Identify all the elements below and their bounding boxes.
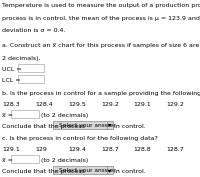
Text: (to 2 decimals): (to 2 decimals) [41,113,88,118]
Text: in control.: in control. [114,169,146,175]
Text: in control.: in control. [114,124,146,129]
Text: x̅ =: x̅ = [2,113,13,118]
FancyBboxPatch shape [11,110,39,118]
Text: Temperature is used to measure the output of a production process. When the: Temperature is used to measure the outpu… [2,3,200,8]
Text: 129.2: 129.2 [166,102,184,107]
Text: 128.4: 128.4 [35,102,53,107]
Text: 128.8: 128.8 [133,147,151,153]
FancyBboxPatch shape [18,64,44,72]
Text: - Select your answer -: - Select your answer - [55,168,120,173]
Text: 129.1: 129.1 [2,147,20,153]
Text: deviation is σ = 0.4.: deviation is σ = 0.4. [2,28,66,33]
Text: process is in control, the mean of the process is μ = 123.9 and the standard: process is in control, the mean of the p… [2,16,200,21]
Text: c. Is the process in control for the following data?: c. Is the process in control for the fol… [2,136,158,141]
Text: 129.4: 129.4 [68,147,86,153]
Text: (to 2 decimals): (to 2 decimals) [41,158,88,164]
Text: 2 decimals).: 2 decimals). [2,56,41,61]
Text: 129.2: 129.2 [101,102,119,107]
Text: 128.3: 128.3 [2,102,20,107]
Text: ▾: ▾ [108,168,112,173]
Text: a. Construct an x̅ chart for this process if samples of size 6 are to be used (t: a. Construct an x̅ chart for this proces… [2,43,200,48]
Text: 128.7: 128.7 [101,147,119,153]
Text: - Select your answer -: - Select your answer - [55,122,120,127]
Text: b. Is the process in control for a sample providing the following data?: b. Is the process in control for a sampl… [2,91,200,96]
Text: Conclude that the process: Conclude that the process [2,169,85,175]
Text: 129: 129 [35,147,47,153]
Text: ▾: ▾ [108,122,112,127]
Text: 129.1: 129.1 [133,102,151,107]
Text: UCL =: UCL = [2,67,22,72]
Text: 129.5: 129.5 [68,102,86,107]
FancyBboxPatch shape [53,121,113,129]
FancyBboxPatch shape [18,75,44,83]
FancyBboxPatch shape [11,155,39,163]
FancyBboxPatch shape [53,166,113,174]
Text: Conclude that the process: Conclude that the process [2,124,85,129]
Text: 128.7: 128.7 [166,147,184,153]
Text: LCL =: LCL = [2,78,21,83]
Text: x̅ =: x̅ = [2,158,13,164]
